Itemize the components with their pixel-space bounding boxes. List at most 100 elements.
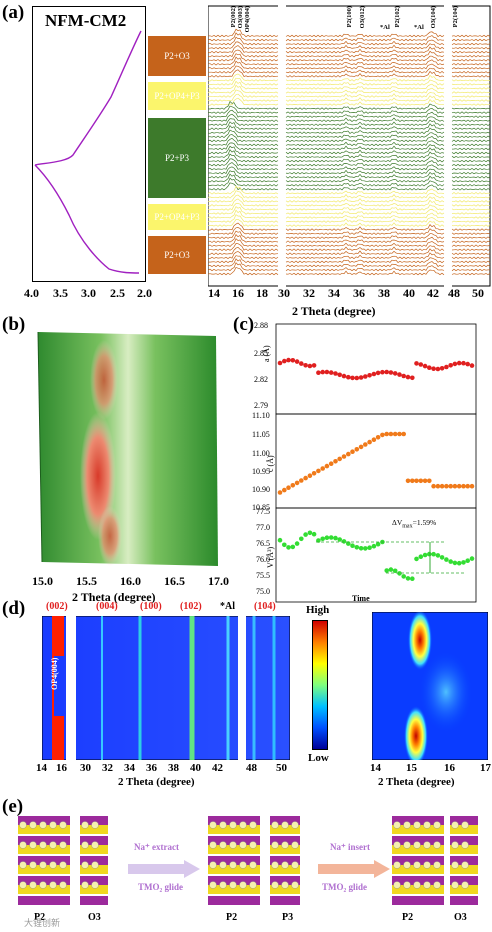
c-point	[405, 478, 411, 484]
xrd-trace	[208, 145, 491, 155]
arrow-extract	[128, 860, 200, 878]
tick: 40	[190, 762, 201, 774]
tick: 16	[56, 762, 67, 774]
struct-label-2: O3	[88, 912, 101, 923]
a-point	[414, 361, 419, 366]
contour-peak-labels: (002) (004) (100) (102) *Al (104)	[40, 601, 300, 615]
peak-labels: P2(002) O3(003) OP4(004) P2(100) O3(012)…	[208, 6, 492, 36]
a-point	[286, 357, 291, 363]
xrd-trace	[208, 185, 491, 195]
crystal-stack	[80, 816, 108, 905]
c-point	[350, 449, 355, 454]
v-point	[333, 535, 338, 541]
xrd-trace	[208, 113, 491, 122]
tick: 2.88	[254, 321, 268, 330]
a-point	[328, 370, 334, 375]
a-point	[469, 363, 475, 368]
voltage-x-ticks: 4.0 3.5 3.0 2.5 2.0	[24, 286, 154, 302]
tick: 15.0	[32, 574, 53, 588]
peak-label: (104)	[254, 601, 276, 612]
c-point	[469, 483, 475, 489]
v-point	[303, 532, 308, 537]
v-point	[337, 537, 342, 542]
c-point	[422, 478, 428, 484]
xrd-trace	[208, 134, 491, 143]
a-point	[405, 374, 411, 380]
v-point	[422, 552, 428, 558]
a-point	[435, 366, 441, 372]
contour-zoom	[372, 612, 488, 760]
c-point	[282, 487, 287, 493]
tick: 2.85	[254, 349, 268, 358]
struct-label-4: P3	[282, 912, 294, 923]
v-point	[328, 535, 334, 540]
tick: 34	[124, 762, 135, 774]
peak-label: P2(104)	[452, 6, 459, 28]
panel-b-label: (b)	[2, 314, 26, 335]
xrd-trace	[208, 65, 491, 74]
xrd-trace	[208, 80, 491, 90]
xrd-trace	[208, 194, 491, 203]
a-point	[307, 363, 313, 369]
tick: 75.5	[256, 571, 270, 580]
v-point	[392, 568, 398, 574]
c-point	[427, 478, 432, 484]
xrd-trace	[208, 36, 491, 46]
tick: 36	[353, 286, 365, 300]
xrd-trace	[208, 60, 491, 70]
a-point	[384, 369, 389, 375]
c-point	[418, 478, 424, 484]
a-point	[303, 363, 308, 368]
a-point	[320, 369, 325, 375]
c-point	[375, 435, 381, 440]
a-point	[354, 375, 360, 381]
xrd-trace	[208, 28, 491, 38]
contour-x-ticks: 14 16 30 32 34 36 38 40 42 48 50	[36, 762, 296, 776]
c-point	[380, 432, 385, 438]
xrd-trace	[208, 214, 491, 223]
colorbar	[312, 620, 328, 750]
xrd-trace	[208, 206, 491, 215]
dv-annotation: ΔVmax=1.59%	[392, 518, 436, 530]
xrd-trace	[208, 177, 491, 187]
v-point	[456, 560, 462, 566]
c-point	[311, 471, 317, 476]
phase-label: P2+OP4+P3	[154, 212, 200, 222]
tick: 32	[303, 286, 315, 300]
struct-label-6: O3	[454, 912, 467, 923]
v-point	[469, 556, 475, 561]
struct-label-3: P2	[226, 912, 238, 923]
a-point	[311, 363, 317, 368]
a-point	[371, 371, 377, 377]
c-point	[410, 478, 415, 484]
struct-label-1: P2	[34, 912, 46, 923]
tick: 17.0	[208, 574, 229, 588]
a-point	[324, 369, 330, 375]
c-point	[388, 431, 394, 437]
contour-peak-stripe	[101, 616, 103, 760]
peak-label: P2(002)	[230, 6, 237, 28]
v-point	[418, 554, 424, 559]
tick: 38	[168, 762, 179, 774]
a-point	[294, 359, 300, 364]
xrd-trace	[208, 32, 491, 42]
xrd-trace	[208, 182, 491, 191]
xrd-trace	[208, 198, 491, 207]
phase-label: P2+O3	[164, 51, 190, 61]
crystal-stack	[450, 816, 478, 905]
panel-a-label: (a)	[2, 2, 25, 23]
xrd-x-label: 2 Theta (degree)	[292, 304, 376, 318]
contour-peak-stripe	[226, 616, 230, 760]
c-point	[277, 490, 283, 495]
v-point	[367, 545, 372, 550]
xrd-trace	[208, 255, 491, 264]
peak-label: (002)	[46, 601, 68, 612]
tick: 2.79	[254, 401, 268, 410]
panel-c-label: (c)	[233, 314, 255, 335]
xrd-trace	[208, 243, 491, 252]
c-point	[346, 451, 351, 457]
c-point	[431, 483, 436, 489]
v-point	[397, 571, 402, 576]
tick: 48	[448, 286, 460, 300]
c-point	[452, 483, 458, 489]
